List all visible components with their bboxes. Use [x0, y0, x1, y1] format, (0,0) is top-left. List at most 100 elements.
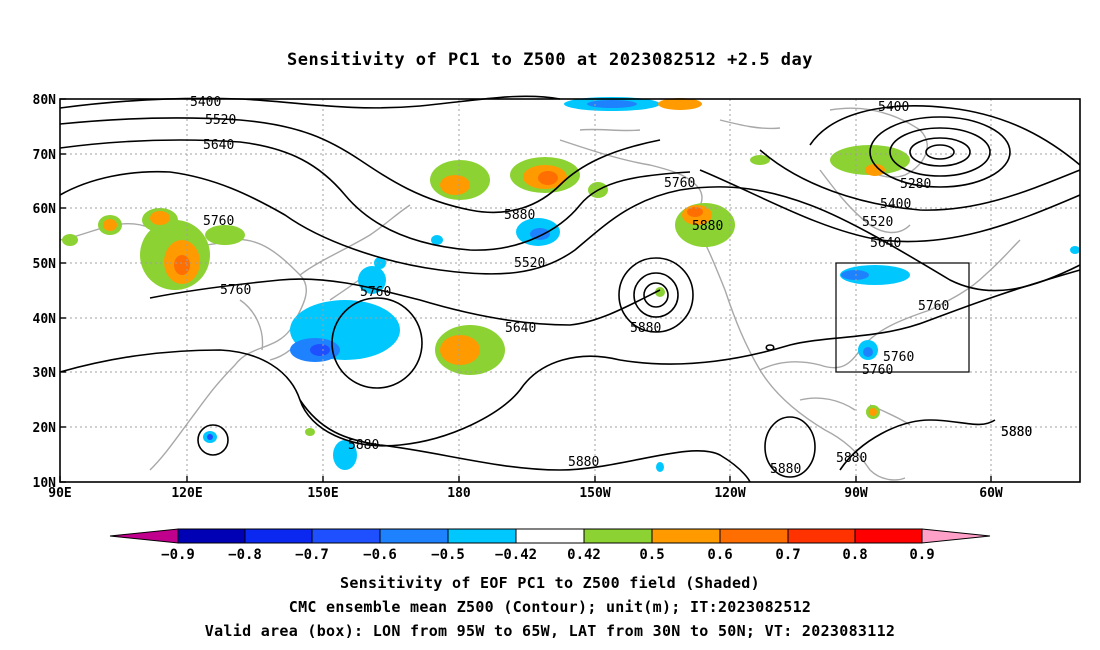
lat-label: 50N: [33, 257, 57, 272]
colorbar-swatch: [311, 528, 381, 544]
colorbar-swatch: [379, 528, 449, 544]
colorbar-swatch: [854, 528, 923, 544]
colorbar-extend-low: [109, 528, 179, 544]
caption-line-1: Sensitivity of EOF PC1 to Z500 field (Sh…: [340, 574, 760, 592]
contour-5880-south: [299, 399, 751, 483]
colorbar-tick-label: 0.5: [639, 547, 664, 563]
contour-low-5760-inner: [633, 272, 679, 318]
lon-label: 90E: [48, 486, 71, 501]
coastline-gulf: [799, 397, 911, 426]
colorbar-tick-label: −0.6: [363, 547, 397, 563]
colorbar-swatch: [583, 528, 653, 544]
colorbar-swatch: [515, 528, 585, 544]
lon-label: 150W: [579, 486, 610, 501]
z500-contours: [59, 95, 1081, 483]
shade-patch-positive: [62, 234, 78, 246]
coastline-arctic-islands: [579, 119, 781, 132]
contour-label: 5760: [883, 350, 914, 365]
contour-label: 5880: [770, 462, 801, 477]
colorbar-swatch: [651, 528, 721, 544]
latitude-labels: 80N 70N 60N 50N 40N 30N 20N 10N: [33, 93, 57, 491]
contour-low-5280: [909, 137, 971, 167]
colorbar-tick-label: 0.42: [567, 547, 601, 563]
shade-patch-positive-core: [538, 171, 558, 185]
contour-high-5880: [331, 297, 423, 389]
contour-low-5280: [925, 144, 955, 160]
shade-patch-negative: [840, 265, 910, 285]
contour-low-5280: [889, 127, 991, 177]
contour-5760-west: [59, 170, 1081, 292]
contour-5400-north: [809, 105, 1081, 166]
shade-patch-positive-core: [150, 211, 170, 225]
lon-label: 60W: [979, 486, 1003, 501]
contour-label: 5640: [505, 321, 536, 336]
contour-label: 5880: [1001, 425, 1032, 440]
colorbar-tick-label: −0.5: [431, 547, 465, 563]
colorbar-tick-label: −0.9: [161, 547, 195, 563]
lat-label: 20N: [33, 421, 57, 436]
shade-patch-positive: [658, 98, 702, 110]
coastline-asia: [59, 204, 411, 471]
colorbar-swatch: [177, 528, 246, 544]
shade-patch-positive: [305, 428, 315, 436]
shade-patch-positive-core: [440, 175, 470, 195]
colorbar-tick-label: −0.42: [495, 547, 537, 563]
contour-low-5760-core: [643, 282, 669, 308]
colorbar-tick-label: −0.7: [295, 547, 329, 563]
lon-label: 120E: [171, 486, 202, 501]
contour-label: 5880: [568, 455, 599, 470]
lon-label: 90W: [844, 486, 868, 501]
contour-5520-north: [759, 149, 1081, 211]
contour-label: 5520: [205, 113, 236, 128]
lon-label: 120W: [714, 486, 745, 501]
contour-label: 5760: [918, 299, 949, 314]
coastlines: [59, 107, 1021, 481]
colorbar-tick-label: 0.8: [842, 547, 867, 563]
contour-label: 5520: [514, 256, 545, 271]
lat-label: 60N: [33, 202, 57, 217]
contour-label: 5880: [348, 438, 379, 453]
colorbar-swatch: [719, 528, 789, 544]
lon-label: 180: [447, 486, 471, 501]
lat-label: 80N: [33, 93, 57, 108]
caption-line-3: Valid area (box): LON from 95W to 65W, L…: [204, 622, 896, 640]
shade-patch-positive: [205, 225, 245, 245]
colorbar-swatch: [244, 528, 313, 544]
lat-label: 70N: [33, 148, 57, 163]
contour-label: 5400: [880, 197, 911, 212]
contour-5880-small: [197, 424, 229, 456]
contour-label: 5280: [900, 177, 931, 192]
contour-label: 5880: [836, 451, 867, 466]
contour-5880-local: [765, 344, 775, 351]
contour-5640: [59, 139, 691, 251]
contour-label: 5880: [504, 208, 535, 223]
colorbar-tick-label: 0.6: [707, 547, 732, 563]
contour-label: 5880: [692, 219, 723, 234]
contour-label: 5760: [220, 283, 251, 298]
contour-5880-east: [59, 269, 1081, 447]
shade-patch-negative-core: [863, 347, 873, 357]
contour-label: 5640: [870, 236, 901, 251]
contour-label: 5520: [862, 215, 893, 230]
shade-patch-negative-core: [310, 344, 330, 356]
shade-patch-negative: [333, 440, 357, 470]
lon-label: 150E: [307, 486, 338, 501]
contour-5520: [59, 117, 661, 214]
shade-patch-negative-core: [841, 270, 869, 280]
colorbar-extend-high: [921, 528, 991, 544]
colorbar-swatch: [447, 528, 517, 544]
shade-patch-negative: [1070, 246, 1080, 254]
shade-patch-positive-core: [687, 207, 703, 217]
shade-patch-positive-core: [103, 219, 117, 231]
coastline-namerica: [689, 214, 1021, 481]
contour-5400: [59, 95, 561, 109]
shade-patch-positive-core: [440, 335, 480, 365]
contour-label-layer: 5400 5520 5640 5760 5760 5280 5400 5520 …: [190, 95, 1032, 477]
contour-label: 5760: [360, 285, 391, 300]
contour-low-5280: [869, 116, 1011, 188]
axis-ticks: [59, 98, 992, 483]
contour-label: 5880: [1001, 425, 1032, 440]
contour-label: 5760: [203, 214, 234, 229]
contour-label: 5400: [878, 100, 909, 115]
shade-patch-negative: [431, 235, 443, 245]
